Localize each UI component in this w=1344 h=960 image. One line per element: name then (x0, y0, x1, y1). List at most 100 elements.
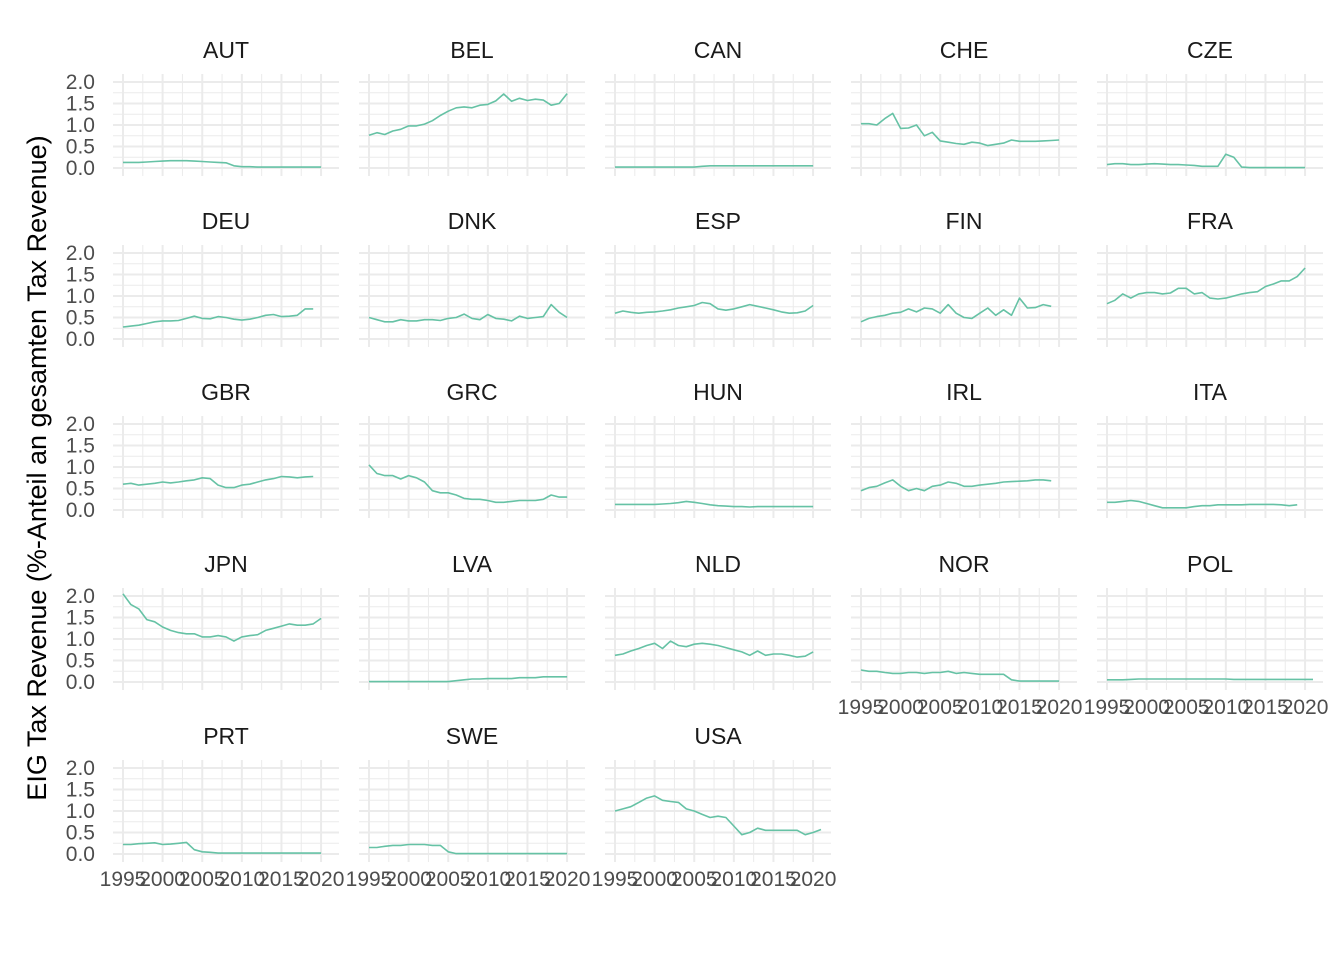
panel-ita: ITA (1097, 379, 1323, 518)
series-line-esp (614, 301, 814, 314)
facet-title-irl: IRL (946, 379, 982, 405)
y-tick-label: 0.5 (66, 822, 95, 845)
y-tick-label: 1.0 (66, 285, 95, 308)
facet-title-esp: ESP (695, 208, 741, 234)
facet-title-bel: BEL (450, 37, 494, 63)
x-tick-label: 2015 (258, 868, 305, 891)
y-tick-label: 0.5 (66, 478, 95, 501)
facet-title-swe: SWE (446, 723, 498, 749)
facet-title-prt: PRT (203, 723, 249, 749)
facet-title-che: CHE (940, 37, 989, 63)
x-tick-label: 2005 (425, 868, 472, 891)
x-tick-label: 2000 (139, 868, 186, 891)
x-tick-label: 2010 (1202, 696, 1249, 719)
x-tick-label: 2005 (917, 696, 964, 719)
y-tick-label: 1.5 (66, 264, 95, 287)
panel-nld: NLD (605, 551, 831, 690)
facet-title-pol: POL (1187, 551, 1233, 577)
series-line-deu (122, 308, 314, 328)
series-line-fin (860, 297, 1052, 323)
y-tick-label: 0.0 (66, 843, 95, 866)
y-axis-title: EIG Tax Revenue (%-Anteil an gesamten Ta… (22, 135, 52, 800)
panel-deu: DEU 0.00.51.01.52.0 (66, 208, 339, 351)
facet-title-gbr: GBR (201, 379, 251, 405)
series-line-pol (1107, 678, 1313, 681)
x-tick-label: 2020 (790, 868, 837, 891)
y-tick-label: 1.5 (66, 435, 95, 458)
facet-title-lva: LVA (452, 551, 493, 577)
series-line-irl (860, 479, 1052, 492)
series-line-prt (123, 841, 322, 854)
facet-title-ita: ITA (1193, 379, 1228, 405)
y-tick-label: 0.0 (66, 671, 95, 694)
x-tick-label: 2005 (179, 868, 226, 891)
y-tick-label: 1.5 (66, 93, 95, 116)
x-tick-label: 2000 (877, 696, 924, 719)
x-tick-label: 2020 (544, 868, 591, 891)
x-tick-label: 2000 (631, 868, 678, 891)
y-tick-label: 2.0 (66, 585, 95, 608)
facet-title-fin: FIN (945, 208, 982, 234)
series-line-usa (614, 795, 822, 836)
facet-title-grc: GRC (446, 379, 497, 405)
panel-che: CHE (851, 37, 1077, 176)
facet-title-nor: NOR (938, 551, 989, 577)
y-tick-label: 0.5 (66, 650, 95, 673)
panel-irl: IRL (851, 379, 1077, 518)
panel-can: CAN (605, 37, 831, 176)
facet-title-can: CAN (694, 37, 743, 63)
panel-lva: LVA (359, 551, 585, 690)
x-tick-label: 1995 (592, 868, 639, 891)
y-tick-label: 1.0 (66, 114, 95, 137)
panel-bel: BEL (359, 37, 585, 176)
panel-prt: PRT 0.00.51.01.52.0 1995200020052010201520… (66, 723, 345, 891)
y-tick-label: 1.0 (66, 456, 95, 479)
panel-grc: GRC (359, 379, 585, 518)
y-tick-label: 1.5 (66, 607, 95, 630)
x-tick-label: 2005 (1163, 696, 1210, 719)
series-line-hun (615, 500, 814, 508)
series-line-ita (1107, 499, 1298, 509)
series-line-fra (1106, 267, 1306, 305)
y-tick-label: 0.0 (66, 499, 95, 522)
panel-dnk: DNK (359, 208, 585, 347)
panel-cze: CZE (1097, 37, 1323, 176)
y-tick-label: 1.5 (66, 779, 95, 802)
y-tick-label: 2.0 (66, 757, 95, 780)
facet-title-hun: HUN (693, 379, 743, 405)
x-tick-label: 2000 (385, 868, 432, 891)
y-tick-label: 1.0 (66, 800, 95, 823)
x-tick-label: 1995 (100, 868, 147, 891)
panel-fra: FRA (1097, 208, 1323, 347)
facet-title-fra: FRA (1187, 208, 1234, 234)
panel-jpn: JPN 0.00.51.01.52.0 (66, 551, 339, 694)
x-tick-label: 2015 (996, 696, 1043, 719)
series-line-grc (368, 464, 568, 504)
series-line-cze (1106, 153, 1306, 169)
panel-esp: ESP (605, 208, 831, 347)
facet-title-cze: CZE (1187, 37, 1233, 63)
facet-title-deu: DEU (202, 208, 251, 234)
facet-title-nld: NLD (695, 551, 741, 577)
facet-title-jpn: JPN (204, 551, 247, 577)
y-tick-label: 2.0 (66, 71, 95, 94)
x-tick-label: 2015 (504, 868, 551, 891)
series-line-nld (614, 640, 814, 658)
y-tick-label: 1.0 (66, 628, 95, 651)
series-line-gbr (122, 475, 314, 489)
facet-title-dnk: DNK (448, 208, 497, 234)
x-tick-label: 2015 (1242, 696, 1289, 719)
y-tick-label: 0.5 (66, 136, 95, 159)
x-tick-label: 2010 (464, 868, 511, 891)
series-line-bel (368, 93, 568, 137)
series-line-aut (123, 159, 322, 168)
panel-hun: HUN (605, 379, 831, 518)
facet-title-usa: USA (694, 723, 742, 749)
y-tick-label: 2.0 (66, 242, 95, 265)
x-tick-label: 2010 (956, 696, 1003, 719)
